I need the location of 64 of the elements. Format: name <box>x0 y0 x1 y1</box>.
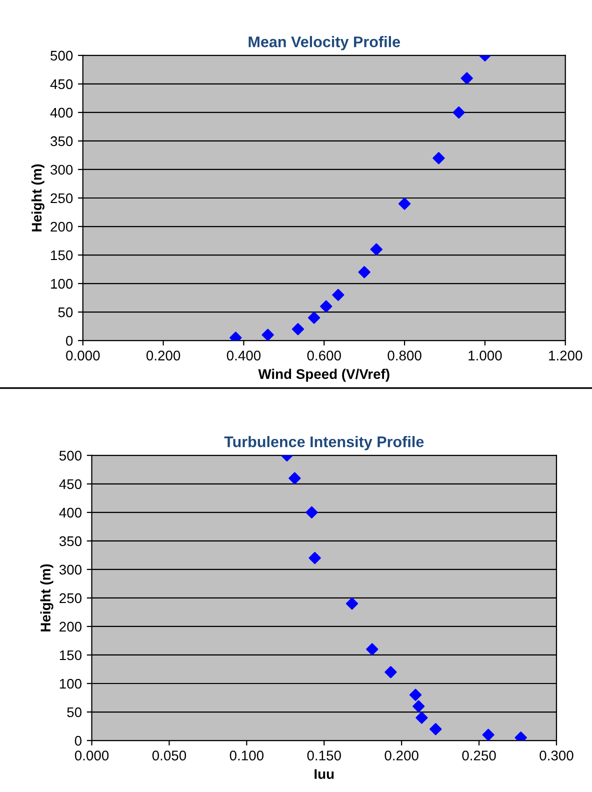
y-tick-label: 250 <box>60 593 82 604</box>
x-tick-label: 0.100 <box>230 750 264 760</box>
x-tick-label: 0.000 <box>66 350 100 360</box>
point <box>482 728 494 741</box>
x-tick-label: 1.000 <box>468 350 502 360</box>
y-tick-label: 300 <box>59 564 82 575</box>
y-tick-label: 150 <box>51 250 73 260</box>
point <box>412 700 425 712</box>
chart-title: Turbulence Intensity Profile <box>224 436 424 450</box>
y-tick-label: 400 <box>59 508 82 518</box>
y-tick-label: 50 <box>67 707 82 718</box>
y-tick-label: 100 <box>60 678 82 689</box>
point <box>346 598 358 610</box>
point <box>430 723 442 736</box>
point <box>306 506 318 518</box>
x-tick-label: 0.600 <box>307 350 341 360</box>
y-tick-label: 0 <box>66 336 73 346</box>
chart-title: Mean Velocity Profile <box>248 36 400 50</box>
point <box>288 472 301 484</box>
point <box>358 266 370 278</box>
y-tick-label: 150 <box>60 650 82 660</box>
x-tick-label: 0.200 <box>146 350 180 360</box>
y-tick-label: 350 <box>50 136 73 146</box>
y-tick-label: 300 <box>50 164 73 175</box>
y-tick-label: 200 <box>50 222 73 232</box>
point <box>262 328 274 341</box>
y-tick-label: 350 <box>59 536 82 546</box>
y-tick-label: 100 <box>51 278 73 289</box>
x-axis-title: Wind Speed (V/Vref) <box>258 368 390 382</box>
x-tick-label: 0.300 <box>540 750 574 760</box>
x-tick-label: 1.200 <box>549 350 582 360</box>
x-tick-label: 0.800 <box>388 350 422 360</box>
point <box>409 688 422 701</box>
point <box>452 106 465 119</box>
x-tick-label: 0.150 <box>307 750 341 760</box>
y-tick-label: 500 <box>59 450 82 461</box>
x-tick-label: 0.400 <box>226 350 261 360</box>
y-axis-title: Height (m) <box>31 164 44 232</box>
x-axis-title: Iuu <box>314 769 334 779</box>
point <box>384 666 397 678</box>
point <box>416 712 428 724</box>
point <box>308 552 321 564</box>
point <box>370 243 382 256</box>
point <box>332 288 344 302</box>
y-tick-label: 0 <box>74 736 82 746</box>
point <box>366 643 378 656</box>
x-tick-label: 0.050 <box>152 750 186 760</box>
point <box>398 198 411 210</box>
x-tick-label: 0.250 <box>462 750 496 760</box>
point <box>460 72 473 84</box>
y-tick-label: 500 <box>50 50 73 61</box>
y-tick-label: 250 <box>50 193 73 204</box>
point <box>308 312 320 324</box>
point <box>320 300 332 312</box>
point <box>432 152 445 164</box>
point <box>292 323 304 336</box>
y-axis-title: Height (m) <box>40 564 54 632</box>
x-tick-label: 0.200 <box>384 750 418 760</box>
y-tick-label: 450 <box>50 79 73 90</box>
y-tick-label: 50 <box>58 307 73 318</box>
y-tick-label: 450 <box>59 479 82 490</box>
y-tick-label: 400 <box>50 108 73 118</box>
y-tick-label: 200 <box>60 622 82 632</box>
x-tick-label: 0.000 <box>74 750 109 760</box>
